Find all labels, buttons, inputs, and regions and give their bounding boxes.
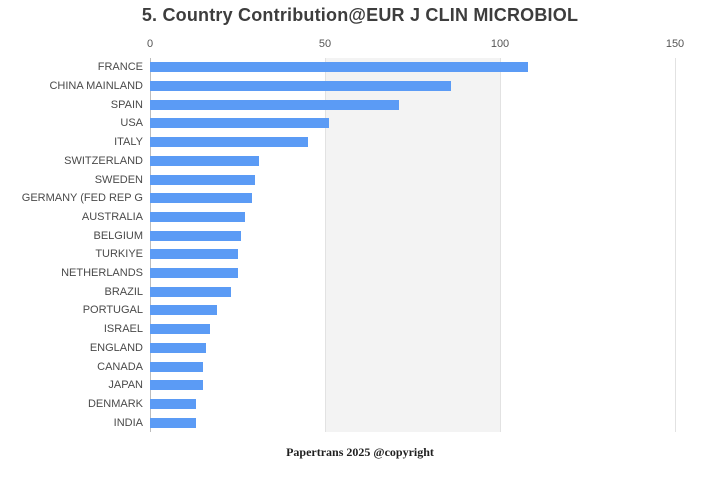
x-tick-label: 50 [318,38,332,50]
bar [150,286,231,297]
bar [150,99,399,110]
bar-row: BELGIUM [93,226,675,245]
bar [150,361,203,372]
bar [150,305,217,316]
category-label: SWITZERLAND [64,154,143,167]
category-label: CHINA MAINLAND [49,80,143,93]
gridline [150,58,151,432]
bar [150,324,210,335]
bar-row: BRAZIL [104,282,675,301]
bar [150,268,238,279]
bar-row: AUSTRALIA [82,208,675,227]
category-label: BELGIUM [93,229,143,242]
bar [150,155,259,166]
bar-row: JAPAN [108,376,675,395]
bar-row: ITALY [114,133,675,152]
category-label: DENMARK [87,398,143,410]
bar-row: TURKIYE [95,245,675,264]
bar-row: INDIA [114,413,675,432]
bar-row: GERMANY (FED REP G [22,189,675,208]
bar [150,380,203,391]
plot-area: FRANCE CHINA MAINLAND SPAIN USA ITALY SWITZER… [22,58,676,432]
bar [150,81,451,92]
x-axis-ticks: 0 50 100 150 [146,38,684,52]
category-label: FRANCE [97,61,143,74]
category-label: AUSTRALIA [81,210,143,223]
category-label: ITALY [114,136,143,149]
bar [150,417,196,428]
category-label: JAPAN [108,379,143,392]
bar [150,174,255,185]
bar [150,399,196,409]
bar [150,193,252,204]
category-label: ENGLAND [89,341,143,354]
x-tick-label: 150 [665,38,685,50]
bar [150,137,308,148]
bar-row: USA [120,114,675,133]
grid-band [325,58,500,432]
category-label: PORTUGAL [82,304,143,317]
gridline [500,58,501,432]
category-label: TURKIYE [95,248,143,261]
category-label: GERMANY (FED REP G [21,192,143,205]
bar-row: ISRAEL [104,320,675,339]
category-label: INDIA [113,416,143,429]
category-label: SPAIN [110,98,143,111]
gridline [675,58,676,432]
category-label: CANADA [97,360,143,373]
bar-row: DENMARK [88,395,675,414]
bar [150,211,245,222]
x-tick-label: 100 [490,38,510,50]
bar [150,118,329,129]
bar-row: FRANCE [98,58,675,77]
x-tick-label: 0 [146,38,154,50]
category-label: BRAZIL [104,285,143,298]
bar-row: SWEDEN [95,170,675,189]
bar-row: PORTUGAL [83,301,675,320]
bar [150,249,238,260]
category-label: NETHERLANDS [61,267,143,280]
category-label: ISRAEL [103,323,143,336]
bar-row: SPAIN [111,95,675,114]
gridline [325,58,326,432]
category-label: USA [120,117,143,130]
chart-footer: Papertrans 2025 @copyright [286,445,434,459]
category-label: SWEDEN [94,173,143,186]
bar [150,62,528,73]
bar-row: CANADA [97,357,675,376]
bar-row: CHINA MAINLAND [49,77,675,96]
chart-title: 5. Country Contribution@EUR J CLIN MICRO… [141,5,579,25]
bar [150,230,241,241]
bar [150,342,206,353]
bar-row: SWITZERLAND [64,152,675,171]
bar-row: NETHERLANDS [61,264,675,283]
bar-row: ENGLAND [90,339,675,358]
